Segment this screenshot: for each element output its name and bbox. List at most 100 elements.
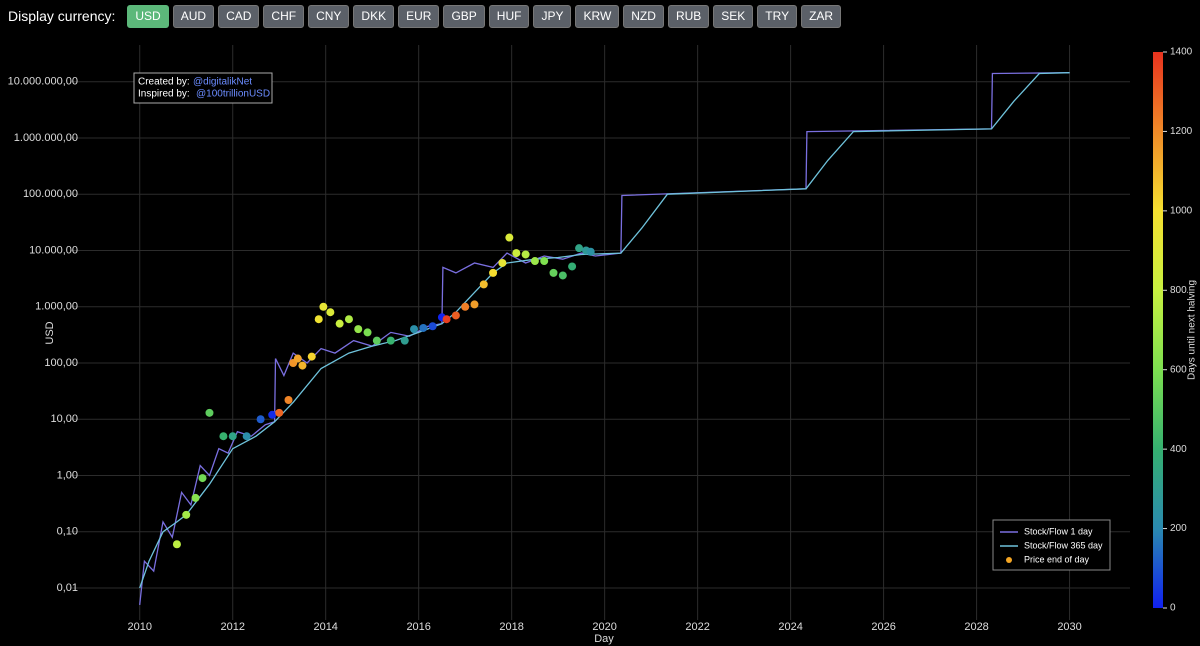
colorbar [1153, 52, 1163, 608]
legend-swatch [1006, 557, 1012, 563]
colorbar-tick-label: 1200 [1170, 126, 1193, 137]
price-point [228, 432, 237, 441]
legend-label: Stock/Flow 365 day [1024, 540, 1103, 550]
legend-label: Price end of day [1024, 554, 1090, 564]
colorbar-tick-label: 1400 [1170, 47, 1193, 58]
annotation-link[interactable]: @digitalikNet [193, 77, 252, 88]
annotation-box [133, 72, 273, 104]
price-point [172, 540, 181, 549]
price-point [182, 510, 191, 519]
price-point [275, 408, 284, 417]
y-tick-label: 100.000,00 [23, 188, 78, 200]
x-tick-label: 2014 [313, 621, 337, 633]
colorbar-tick-label: 800 [1170, 285, 1187, 296]
price-point [489, 268, 498, 277]
price-point [268, 410, 277, 419]
y-tick-label: 100,00 [44, 357, 78, 369]
price-point [442, 315, 451, 324]
price-point [540, 257, 549, 266]
price-point [505, 233, 514, 242]
currency-button[interactable]: GBP [443, 4, 485, 28]
x-tick-label: 2030 [1057, 621, 1081, 633]
y-tick-label: 10.000.000,00 [8, 76, 78, 88]
x-tick-label: 2026 [871, 621, 895, 633]
price-point [568, 262, 577, 271]
price-point [319, 302, 328, 311]
y-tick-label: 1.000,00 [35, 301, 78, 313]
price-point [479, 280, 488, 289]
x-tick-label: 2012 [220, 621, 244, 633]
price-point [549, 268, 558, 277]
colorbar-title: Days until next halving [1187, 280, 1198, 380]
price-point [344, 315, 353, 324]
price-point [586, 247, 595, 256]
y-tick-label: 0,10 [57, 526, 78, 538]
annotation-link[interactable]: @100trillionUSD [196, 89, 270, 100]
currency-button[interactable]: RUB [667, 4, 710, 28]
currency-button[interactable]: CHF [263, 4, 305, 28]
price-point [191, 493, 200, 502]
x-tick-label: 2020 [592, 621, 616, 633]
currency-bar: Display currency: USD AUD CAD CHF CNY DKK EUR G… [8, 4, 842, 28]
price-point [256, 415, 265, 424]
currency-button[interactable]: DKK [353, 4, 395, 28]
x-tick-label: 2022 [685, 621, 709, 633]
price-point [284, 395, 293, 404]
price-point [419, 323, 428, 332]
price-point [219, 432, 228, 441]
price-point [558, 271, 567, 280]
currency-button[interactable]: NZD [623, 4, 664, 28]
price-point [326, 308, 335, 317]
price-point [354, 325, 363, 334]
price-point [521, 250, 530, 259]
y-tick-label: 10.000,00 [29, 244, 78, 256]
price-point [575, 244, 584, 253]
price-point [335, 319, 344, 328]
x-tick-label: 2028 [964, 621, 988, 633]
legend [992, 519, 1111, 571]
price-point [410, 325, 419, 334]
price-point [314, 315, 323, 324]
currency-button[interactable]: ZAR [801, 4, 842, 28]
price-point [498, 258, 507, 267]
price-point [386, 336, 395, 345]
x-tick-label: 2024 [778, 621, 802, 633]
colorbar-tick-label: 1000 [1170, 205, 1193, 216]
currency-button[interactable]: CNY [308, 4, 350, 28]
currency-button[interactable]: CAD [218, 4, 260, 28]
currency-label: Display currency: [8, 8, 116, 24]
price-point [530, 257, 539, 266]
x-tick-label: 2010 [127, 621, 151, 633]
y-tick-label: 1,00 [57, 469, 78, 481]
price-point [198, 474, 207, 483]
y-tick-label: 10,00 [50, 413, 78, 425]
currency-button[interactable]: USD [127, 4, 169, 28]
colorbar-tick-label: 200 [1170, 523, 1187, 534]
y-tick-label: 1.000.000,00 [14, 132, 78, 144]
price-point [293, 354, 302, 363]
price-point [242, 432, 251, 441]
colorbar-tick-label: 600 [1170, 364, 1187, 375]
price-point [205, 408, 214, 417]
y-tick-label: 0,01 [57, 582, 78, 594]
price-point [307, 352, 316, 361]
currency-button[interactable]: KRW [575, 4, 620, 28]
currency-button[interactable]: AUD [172, 4, 215, 28]
price-point [363, 328, 372, 337]
x-axis-title: Day [594, 633, 614, 645]
currency-button[interactable]: EUR [398, 4, 440, 28]
currency-button[interactable]: SEK [713, 4, 754, 28]
x-tick-label: 2016 [406, 621, 430, 633]
price-point [298, 361, 307, 370]
currency-button[interactable]: JPY [533, 4, 572, 28]
x-tick-label: 2018 [499, 621, 523, 633]
currency-button[interactable]: HUF [488, 4, 530, 28]
annotation-label: Inspired by: [138, 89, 190, 100]
price-point [512, 249, 521, 258]
price-point [470, 300, 479, 309]
line [139, 72, 1070, 605]
currency-button[interactable]: TRY [757, 4, 798, 28]
annotation-label: Created by: [138, 77, 190, 88]
price-point [400, 336, 409, 345]
